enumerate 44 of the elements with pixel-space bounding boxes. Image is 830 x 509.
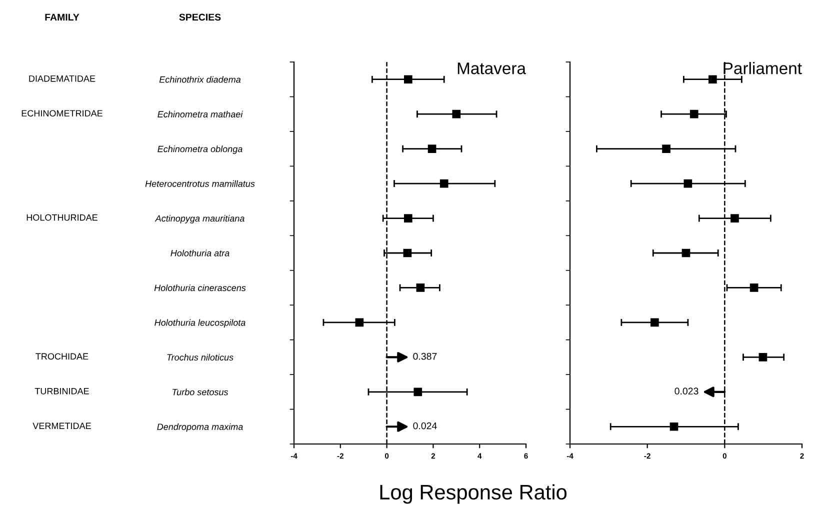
point	[404, 75, 412, 84]
y-tick-label: Holothuria leucospilota	[154, 319, 246, 328]
point	[730, 214, 739, 222]
annotation: 0.024	[413, 422, 437, 430]
point	[403, 248, 412, 258]
point	[662, 144, 670, 153]
point	[355, 318, 364, 327]
y2-tick-label: TURBINIDAE	[34, 388, 89, 394]
point	[440, 179, 448, 188]
text: SPECIES	[179, 14, 221, 21]
text: FAMILY	[45, 14, 80, 21]
chart-title: Matavera	[458, 62, 526, 74]
y-tick-label: Dendropoma maxima	[157, 423, 243, 432]
x-axis-title: Log Response Ratio	[380, 484, 567, 504]
point	[708, 75, 717, 84]
point	[404, 214, 412, 222]
point	[416, 284, 425, 292]
y2-tick-label: DIADEMATIDAE	[29, 75, 96, 82]
point	[414, 388, 422, 396]
point	[682, 248, 690, 258]
chart-title: Parliament	[724, 62, 802, 74]
point	[428, 144, 436, 153]
annotation: 0.387	[413, 352, 437, 360]
y2-tick-label: TROCHIDAE	[36, 353, 88, 360]
point	[690, 110, 698, 118]
y-tick-label: Trochus niloticus	[167, 354, 234, 361]
y-tick-label: Echinothrix diadema	[159, 76, 241, 83]
point	[750, 284, 758, 292]
y-tick-label: Turbo setosus	[172, 388, 228, 396]
y-tick-label: Echinometra mathaei	[158, 110, 243, 118]
point	[758, 353, 768, 362]
annotation: 0.023	[674, 388, 698, 395]
point	[452, 110, 461, 118]
point	[684, 179, 692, 188]
y2-tick-label: ECHINOMETRIDAE	[22, 110, 102, 117]
y-tick-label: Actinopyga mauritiana	[154, 215, 244, 224]
point	[670, 422, 678, 431]
y-tick-label: Heterocentrotus mamillatus	[145, 180, 255, 187]
point	[650, 318, 659, 327]
y-tick-label: Echinometra oblonga	[158, 146, 242, 154]
y-tick-label: Holothuria cinerascens	[154, 284, 246, 292]
y2-tick-label: VERMETIDAE	[32, 422, 91, 429]
y-tick-label: Holothuria atra	[170, 250, 230, 256]
y2-tick-label: HOLOTHURIDAE	[26, 214, 98, 221]
